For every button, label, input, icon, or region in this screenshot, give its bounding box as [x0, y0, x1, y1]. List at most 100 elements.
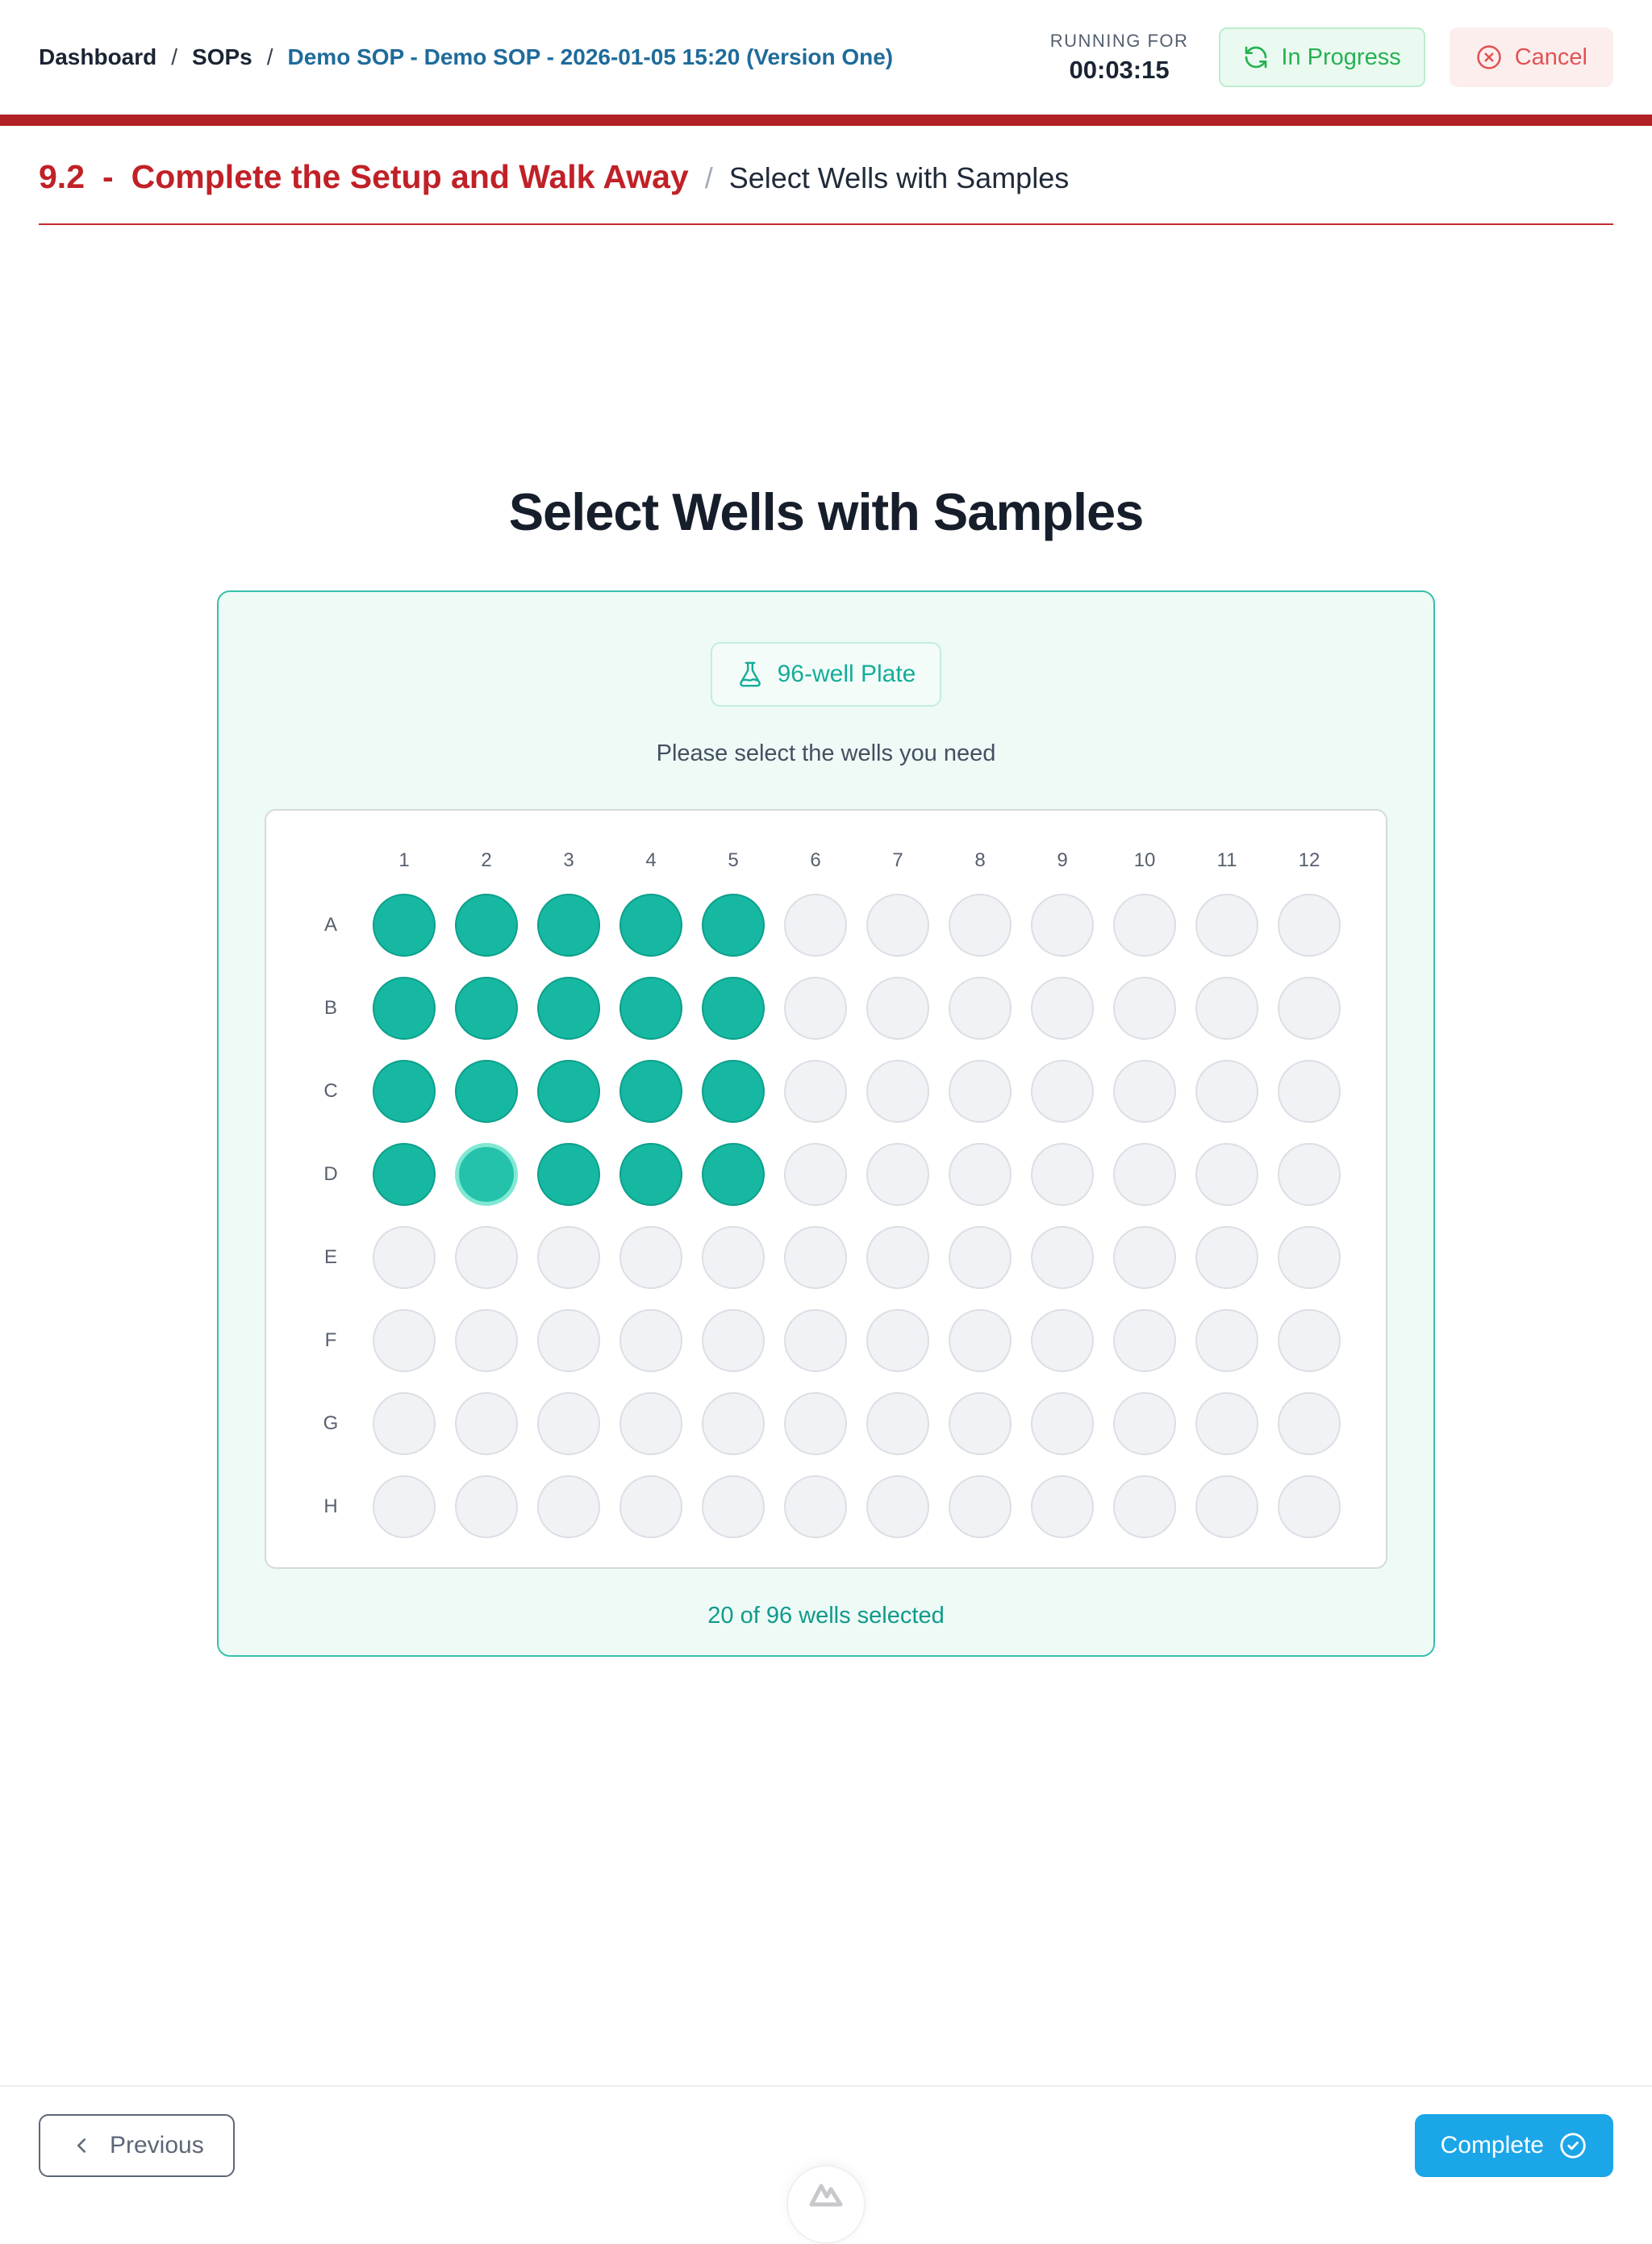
breadcrumb-current-sop[interactable]: Demo SOP - Demo SOP - 2026-01-05 15:20 (…: [287, 44, 894, 69]
well-H4[interactable]: [620, 1474, 682, 1538]
well-G1[interactable]: [373, 1391, 436, 1455]
well-H1[interactable]: [373, 1474, 436, 1538]
well-H7[interactable]: [866, 1474, 929, 1538]
well-G4[interactable]: [620, 1391, 682, 1455]
well-C7[interactable]: [866, 1059, 929, 1123]
well-A3[interactable]: [537, 893, 600, 957]
well-F2[interactable]: [455, 1308, 518, 1372]
well-C11[interactable]: [1195, 1059, 1258, 1123]
well-A8[interactable]: [949, 893, 1012, 957]
well-H5[interactable]: [702, 1474, 765, 1538]
status-in-progress-chip[interactable]: In Progress: [1219, 27, 1425, 87]
well-A11[interactable]: [1195, 893, 1258, 957]
well-H10[interactable]: [1113, 1474, 1176, 1538]
well-F1[interactable]: [373, 1308, 436, 1372]
well-F3[interactable]: [537, 1308, 600, 1372]
well-F6[interactable]: [784, 1308, 847, 1372]
well-B2[interactable]: [455, 976, 518, 1040]
well-F4[interactable]: [620, 1308, 682, 1372]
well-E2[interactable]: [455, 1225, 518, 1289]
well-A9[interactable]: [1031, 893, 1094, 957]
well-B7[interactable]: [866, 976, 929, 1040]
well-H11[interactable]: [1195, 1474, 1258, 1538]
well-H3[interactable]: [537, 1474, 600, 1538]
well-G9[interactable]: [1031, 1391, 1094, 1455]
well-G8[interactable]: [949, 1391, 1012, 1455]
well-A6[interactable]: [784, 893, 847, 957]
well-B6[interactable]: [784, 976, 847, 1040]
well-E12[interactable]: [1278, 1225, 1341, 1289]
breadcrumb-dashboard[interactable]: Dashboard: [39, 44, 157, 69]
well-E3[interactable]: [537, 1225, 600, 1289]
well-F9[interactable]: [1031, 1308, 1094, 1372]
well-A4[interactable]: [620, 893, 682, 957]
well-D3[interactable]: [537, 1142, 600, 1206]
well-D5[interactable]: [702, 1142, 765, 1206]
well-C1[interactable]: [373, 1059, 436, 1123]
well-C6[interactable]: [784, 1059, 847, 1123]
previous-button[interactable]: Previous: [39, 2113, 235, 2177]
well-F11[interactable]: [1195, 1308, 1258, 1372]
well-B3[interactable]: [537, 976, 600, 1040]
well-G5[interactable]: [702, 1391, 765, 1455]
well-A1[interactable]: [373, 893, 436, 957]
well-B12[interactable]: [1278, 976, 1341, 1040]
well-A2[interactable]: [455, 893, 518, 957]
well-D12[interactable]: [1278, 1142, 1341, 1206]
well-D10[interactable]: [1113, 1142, 1176, 1206]
well-H12[interactable]: [1278, 1474, 1341, 1538]
well-F10[interactable]: [1113, 1308, 1176, 1372]
well-C5[interactable]: [702, 1059, 765, 1123]
well-D8[interactable]: [949, 1142, 1012, 1206]
well-G12[interactable]: [1278, 1391, 1341, 1455]
well-D2[interactable]: [455, 1142, 518, 1206]
well-B4[interactable]: [620, 976, 682, 1040]
well-F12[interactable]: [1278, 1308, 1341, 1372]
well-G10[interactable]: [1113, 1391, 1176, 1455]
well-B11[interactable]: [1195, 976, 1258, 1040]
well-E1[interactable]: [373, 1225, 436, 1289]
well-D1[interactable]: [373, 1142, 436, 1206]
well-G3[interactable]: [537, 1391, 600, 1455]
well-D9[interactable]: [1031, 1142, 1094, 1206]
well-E5[interactable]: [702, 1225, 765, 1289]
well-C4[interactable]: [620, 1059, 682, 1123]
well-C9[interactable]: [1031, 1059, 1094, 1123]
well-B5[interactable]: [702, 976, 765, 1040]
well-C2[interactable]: [455, 1059, 518, 1123]
well-B9[interactable]: [1031, 976, 1094, 1040]
well-H8[interactable]: [949, 1474, 1012, 1538]
well-F5[interactable]: [702, 1308, 765, 1372]
breadcrumb-sops[interactable]: SOPs: [192, 44, 252, 69]
well-E8[interactable]: [949, 1225, 1012, 1289]
cancel-button[interactable]: Cancel: [1449, 27, 1613, 87]
well-F7[interactable]: [866, 1308, 929, 1372]
well-C3[interactable]: [537, 1059, 600, 1123]
well-A5[interactable]: [702, 893, 765, 957]
well-G7[interactable]: [866, 1391, 929, 1455]
well-A12[interactable]: [1278, 893, 1341, 957]
well-B8[interactable]: [949, 976, 1012, 1040]
well-G11[interactable]: [1195, 1391, 1258, 1455]
well-H6[interactable]: [784, 1474, 847, 1538]
well-H2[interactable]: [455, 1474, 518, 1538]
well-C12[interactable]: [1278, 1059, 1341, 1123]
well-A10[interactable]: [1113, 893, 1176, 957]
well-D6[interactable]: [784, 1142, 847, 1206]
well-E10[interactable]: [1113, 1225, 1176, 1289]
well-E7[interactable]: [866, 1225, 929, 1289]
well-H9[interactable]: [1031, 1474, 1094, 1538]
well-E9[interactable]: [1031, 1225, 1094, 1289]
well-F8[interactable]: [949, 1308, 1012, 1372]
well-C10[interactable]: [1113, 1059, 1176, 1123]
well-E6[interactable]: [784, 1225, 847, 1289]
well-E4[interactable]: [620, 1225, 682, 1289]
well-A7[interactable]: [866, 893, 929, 957]
well-C8[interactable]: [949, 1059, 1012, 1123]
well-B1[interactable]: [373, 976, 436, 1040]
well-G6[interactable]: [784, 1391, 847, 1455]
complete-button[interactable]: Complete: [1414, 2113, 1613, 2177]
well-D11[interactable]: [1195, 1142, 1258, 1206]
well-D7[interactable]: [866, 1142, 929, 1206]
well-D4[interactable]: [620, 1142, 682, 1206]
